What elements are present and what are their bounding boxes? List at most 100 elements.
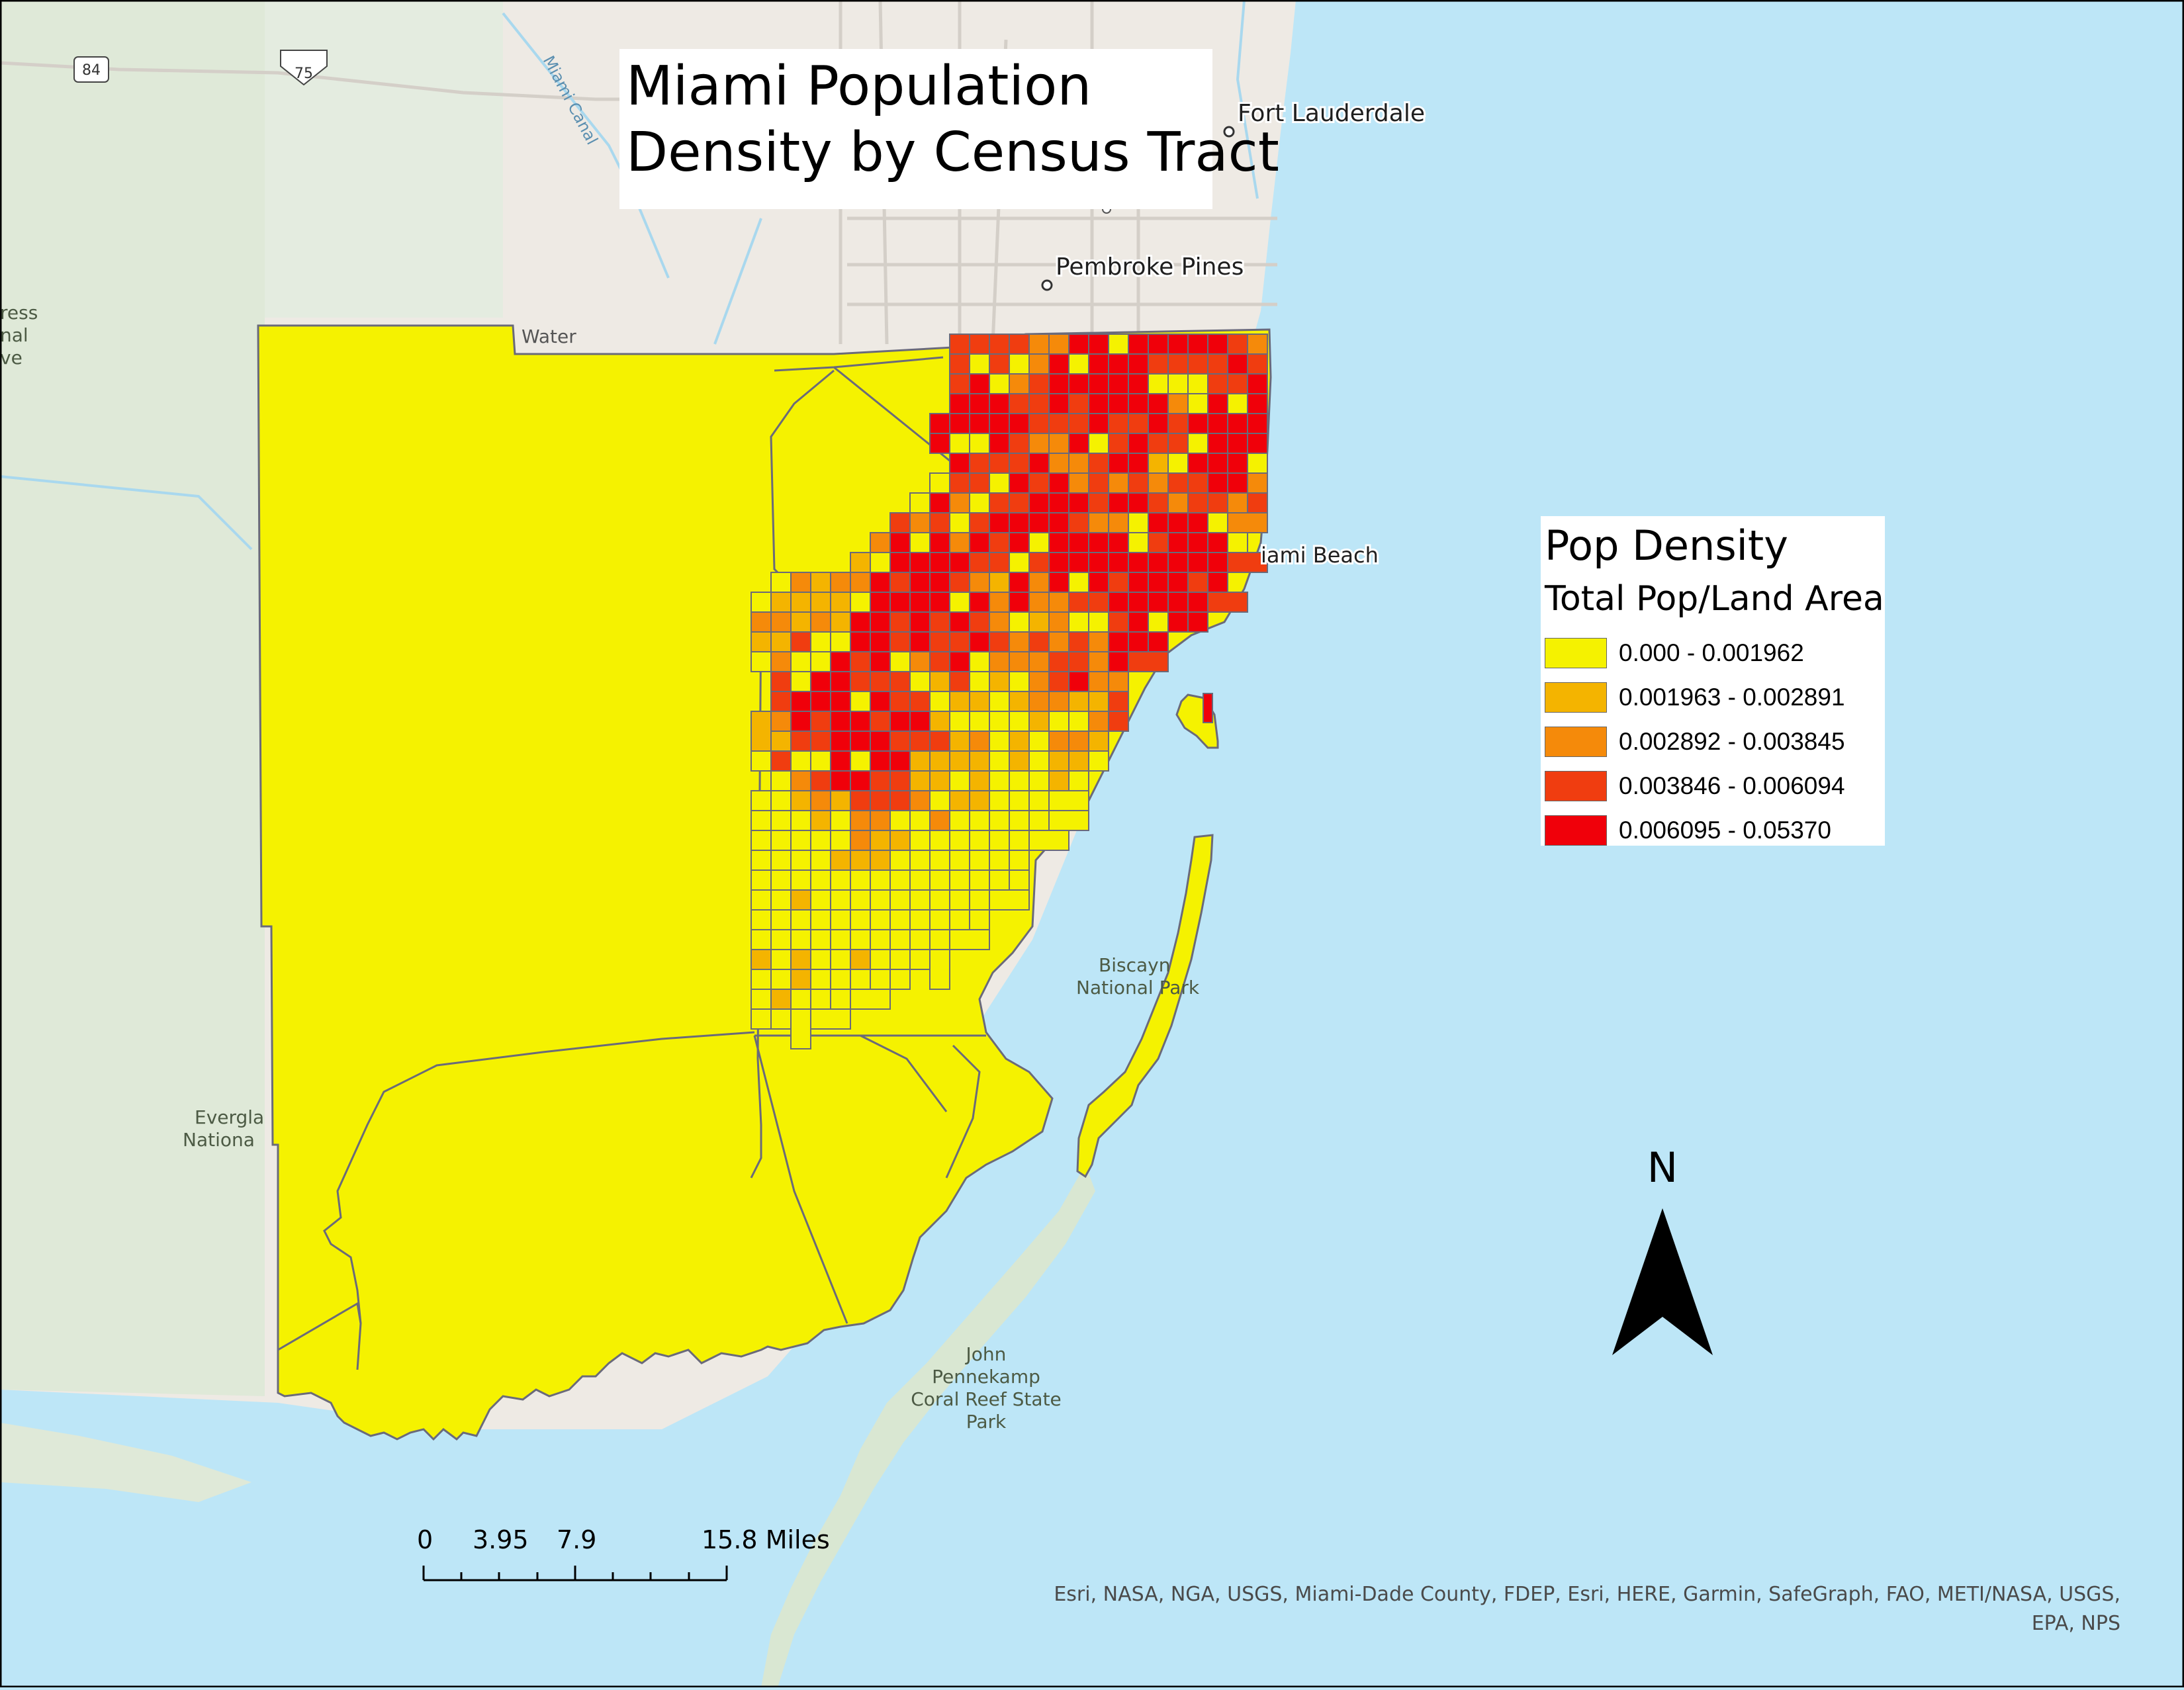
census-tract xyxy=(1187,611,1208,633)
census-tract xyxy=(790,810,811,831)
census-tract xyxy=(830,850,851,871)
census-tract xyxy=(929,949,950,990)
census-tract xyxy=(850,770,871,791)
legend-label: 0.006095 - 0.05370 xyxy=(1619,817,1831,844)
biscayne-label-2: National Park xyxy=(1076,977,1200,999)
census-tract xyxy=(929,711,950,732)
census-tract xyxy=(850,929,871,950)
census-tract xyxy=(1148,532,1169,553)
map-title-line-1: Miami Population xyxy=(626,55,1092,118)
miami-beach-label: iami Beach xyxy=(1261,543,1379,568)
census-tract xyxy=(751,909,772,930)
census-tract xyxy=(929,869,950,891)
census-tract xyxy=(1048,671,1069,692)
census-tract xyxy=(850,989,891,1010)
census-tract xyxy=(989,572,1010,593)
census-tract xyxy=(1167,433,1189,454)
census-tract xyxy=(929,611,950,633)
census-tract xyxy=(1227,512,1268,533)
census-tract xyxy=(1088,750,1109,772)
census-tract xyxy=(949,592,970,613)
census-tract xyxy=(1009,631,1030,652)
census-tract xyxy=(751,989,772,1010)
census-tract xyxy=(1108,453,1129,474)
census-tract xyxy=(1187,453,1208,474)
census-tract xyxy=(870,869,891,891)
census-tract xyxy=(929,651,950,672)
census-tract xyxy=(949,393,970,414)
census-tract xyxy=(770,889,792,911)
census-tract xyxy=(909,830,931,851)
census-tract xyxy=(1088,373,1109,394)
census-tract xyxy=(929,731,950,752)
census-tract xyxy=(1009,671,1030,692)
census-tract xyxy=(1128,433,1149,454)
census-tract xyxy=(969,651,990,672)
legend-label: 0.001963 - 0.002891 xyxy=(1619,684,1845,711)
census-tract xyxy=(909,790,931,811)
legend-label: 0.000 - 0.001962 xyxy=(1619,639,1804,666)
census-tract xyxy=(949,810,970,831)
census-tract xyxy=(1227,393,1248,414)
key-biscayne-dense-tract xyxy=(1203,693,1213,723)
census-tract xyxy=(1108,472,1129,494)
urban-tracts xyxy=(751,334,1268,1049)
census-tract xyxy=(1048,691,1069,712)
census-tract xyxy=(1247,433,1268,454)
census-tract xyxy=(989,611,1010,633)
census-tract xyxy=(1009,492,1030,513)
census-tract xyxy=(1048,552,1069,573)
interstate-75-label: 75 xyxy=(295,66,313,82)
attribution-line-1: Esri, NASA, NGA, USGS, Miami-Dade County… xyxy=(1054,1583,2120,1606)
census-tract xyxy=(810,711,831,732)
census-tract xyxy=(1128,353,1149,375)
census-tract xyxy=(1148,472,1169,494)
census-tract xyxy=(1068,711,1089,732)
census-tract xyxy=(1148,631,1169,652)
reserve-label-2: nal xyxy=(0,324,28,346)
census-tract xyxy=(1028,691,1050,712)
census-tract xyxy=(1048,770,1069,791)
census-tract xyxy=(770,969,792,990)
census-tract xyxy=(1148,373,1169,394)
census-tract xyxy=(810,572,831,593)
census-tract xyxy=(1068,631,1089,652)
everglades-label-1: Evergla xyxy=(195,1106,264,1128)
census-tract xyxy=(830,592,851,613)
census-tract xyxy=(949,671,970,692)
census-tract xyxy=(810,731,831,752)
census-tract xyxy=(889,631,911,652)
census-tract xyxy=(810,810,831,831)
legend-title: Pop Density xyxy=(1545,521,1788,570)
census-tract xyxy=(1128,651,1169,672)
upper-park-land xyxy=(265,0,503,318)
census-tract xyxy=(989,711,1010,732)
census-tract xyxy=(790,909,811,930)
census-tract xyxy=(830,770,851,791)
census-tract xyxy=(1028,472,1050,494)
census-tract xyxy=(870,949,891,970)
census-tract xyxy=(1068,433,1089,454)
legend-label: 0.003846 - 0.006094 xyxy=(1619,772,1845,799)
census-tract xyxy=(989,691,1010,712)
census-tract xyxy=(790,770,811,791)
legend-swatch xyxy=(1545,815,1607,846)
census-tract xyxy=(989,393,1010,414)
census-tract xyxy=(830,909,851,930)
census-tract xyxy=(969,433,990,454)
census-tract xyxy=(909,869,931,891)
census-tract xyxy=(770,631,792,652)
census-tract xyxy=(870,929,891,950)
census-tract xyxy=(889,850,911,871)
census-tract xyxy=(1048,472,1069,494)
census-tract xyxy=(830,869,851,891)
census-tract xyxy=(870,810,891,831)
census-tract xyxy=(889,750,911,772)
census-tract xyxy=(1068,611,1089,633)
census-tract xyxy=(830,572,851,593)
census-tract xyxy=(989,334,1010,355)
census-tract xyxy=(830,810,851,831)
census-tract xyxy=(870,731,891,752)
census-tract xyxy=(810,631,831,652)
